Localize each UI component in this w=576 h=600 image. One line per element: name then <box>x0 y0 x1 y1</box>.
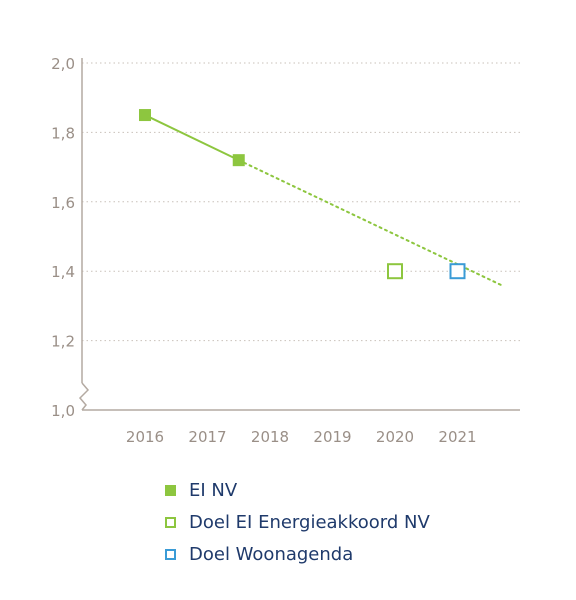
legend-swatch-ei-nv <box>165 484 176 496</box>
x-tick-label: 2016 <box>126 428 164 446</box>
y-tick-label: 2,0 <box>51 55 75 73</box>
data-point-0-1 <box>232 154 245 167</box>
y-tick-label: 1,6 <box>51 194 75 212</box>
grid-lines <box>82 62 520 342</box>
y-tick-labels: 1,0 1,2 1,4 1,6 1,8 2,0 <box>51 55 75 420</box>
x-tick-label: 2017 <box>188 428 226 446</box>
legend-item-ei-nv: EI NV <box>165 474 430 506</box>
legend-label-doel-woonagenda: Doel Woonagenda <box>189 543 354 565</box>
legend-label-ei-nv: EI NV <box>189 479 238 501</box>
y-tick-label: 1,8 <box>51 124 75 142</box>
series-line-0 <box>144 114 240 162</box>
data-point-2-0 <box>449 263 466 280</box>
axes <box>78 58 520 411</box>
x-tick-label: 2018 <box>251 428 289 446</box>
y-tick-label: 1,4 <box>51 263 75 281</box>
x-tick-label: 2020 <box>376 428 414 446</box>
legend: EI NV Doel EI Energieakkoord NV Doel Woo… <box>165 474 430 570</box>
x-tick-label: 2019 <box>313 428 351 446</box>
y-axis-break <box>78 382 90 411</box>
legend-swatch-doel-woonagenda <box>165 548 176 560</box>
y-tick-label: 1,0 <box>51 402 75 420</box>
legend-swatch-doel-energieakkoord <box>165 516 176 528</box>
legend-item-doel-energieakkoord: Doel EI Energieakkoord NV <box>165 506 430 538</box>
x-tick-label: 2021 <box>438 428 476 446</box>
y-tick-label: 1,2 <box>51 333 75 351</box>
data-point-1-0 <box>387 263 403 280</box>
series-marks <box>139 109 466 280</box>
x-tick-labels: 2016 2017 2018 2019 2020 2021 <box>126 428 477 446</box>
data-point-0-0 <box>139 109 151 122</box>
legend-label-doel-energieakkoord: Doel EI Energieakkoord NV <box>189 511 430 533</box>
legend-item-doel-woonagenda: Doel Woonagenda <box>165 538 430 570</box>
